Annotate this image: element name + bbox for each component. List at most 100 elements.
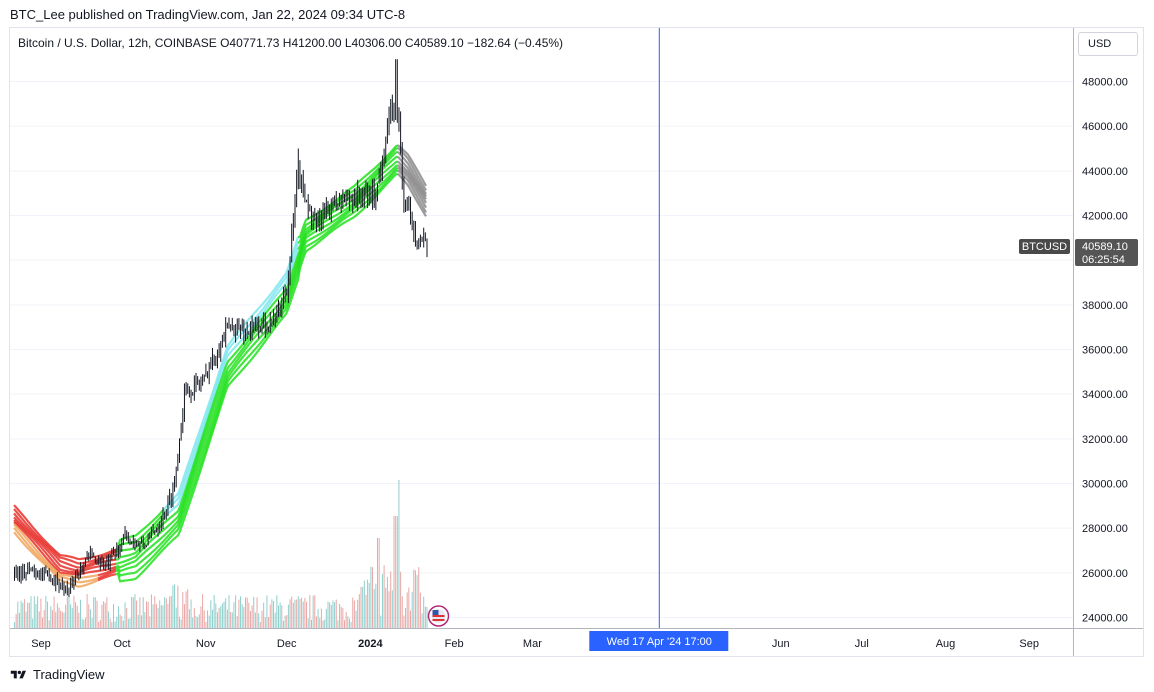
volume-bar [106,597,108,628]
x-tick-label: Nov [196,638,216,650]
volume-bar [56,603,58,628]
volume-bar [345,612,347,628]
symbol-ohlc-legend: Bitcoin / U.S. Dollar, 12h, COINBASE O40… [18,36,564,50]
volume-bar [357,599,359,628]
volume-bar [210,600,212,628]
volume-bar [386,576,388,628]
volume-bar [124,602,126,628]
volume-bar [297,596,299,628]
volume-bar [99,619,101,628]
ma-ribbon-line [163,248,300,519]
chart-frame[interactable] [9,27,1144,657]
volume-bar [368,583,370,628]
volume-bar [193,607,195,628]
volume-bar [400,571,402,628]
volume-bar [381,574,383,628]
volume-bar [109,618,111,628]
volume-bar [48,620,50,628]
volume-bar [344,620,345,628]
volume-bar [203,610,205,628]
x-tick-label: Mar [523,638,542,650]
volume-bar [179,616,180,628]
tradingview-brand[interactable]: TradingView [10,667,105,682]
volume-bar [243,606,245,628]
volume-bar [66,596,68,628]
volume-bar [55,611,57,628]
volume-bar [393,516,395,628]
ma-ribbon-line [115,508,165,551]
volume-bar [127,618,129,628]
ma-ribbon [13,144,427,588]
volume-bar [177,585,179,628]
volume-bar [225,598,227,628]
volume-bar [192,617,194,628]
volume-bar [126,608,128,628]
volume-bar [91,618,93,628]
volume-bar [307,618,309,628]
volume-bar [50,606,52,628]
volume-bar [233,602,235,628]
volume-bar [35,603,37,628]
volume-bar [84,617,86,628]
ma-ribbon-line [97,569,117,580]
volume-bar [167,603,169,628]
volume-bar [342,608,344,628]
volume-bar [340,606,342,628]
volume-bar [348,618,350,628]
volume-bar [213,595,215,628]
volume-bar [93,597,95,628]
volume-bar [418,567,420,628]
ma-ribbon-line [115,164,399,569]
volume-bar [14,621,15,628]
ma-ribbon-line [13,521,117,576]
volume-bar [23,599,25,628]
y-tick-label: 26000.00 [1082,568,1128,580]
volume-bar [113,604,114,628]
volume-bar [245,597,246,628]
volume-bar [271,599,273,628]
volume-bar [373,589,375,628]
volume-bar [188,609,190,628]
ma-ribbon-line [97,567,117,577]
y-tick-label: 32000.00 [1082,434,1128,446]
volume-bar [132,597,134,628]
candles [14,59,428,598]
volume-bar [238,599,240,628]
volume-bar [131,596,133,628]
x-tick-label: Jun [772,638,790,650]
volume-bar [75,602,77,628]
volume-bar [33,596,35,628]
x-tick-label: Aug [936,638,956,650]
volume-bar [258,613,260,628]
volume-bar [207,610,209,628]
volume-bar [367,579,369,628]
volume-bar [337,620,339,628]
volume-bar [58,607,60,628]
volume-bar [259,621,261,628]
x-tick-label: Oct [113,638,130,650]
crosshair-date-text: Wed 17 Apr '24 17:00 [607,636,712,648]
volume-bar [424,606,426,628]
volume-bar [291,596,293,628]
volume-bar [38,611,40,628]
volume-bar [18,612,20,628]
currency-button[interactable]: USD [1078,32,1138,56]
volume-bar [312,595,314,628]
volume-bar [103,601,105,628]
volume-bar [129,618,131,628]
volume-bar [230,611,232,628]
y-tick-label: 48000.00 [1082,77,1128,89]
volume-bar [249,610,251,628]
price-tag: 40589.10 [1082,241,1128,253]
volume-bar [149,616,151,628]
volume-bars [14,480,428,628]
volume-bar [246,597,248,628]
x-tick-label: Sep [1019,638,1039,650]
volume-bar [315,616,317,628]
volume-bar [334,602,336,628]
volume-bar [197,617,199,628]
volume-bar [231,612,233,628]
volume-bar [251,605,253,628]
